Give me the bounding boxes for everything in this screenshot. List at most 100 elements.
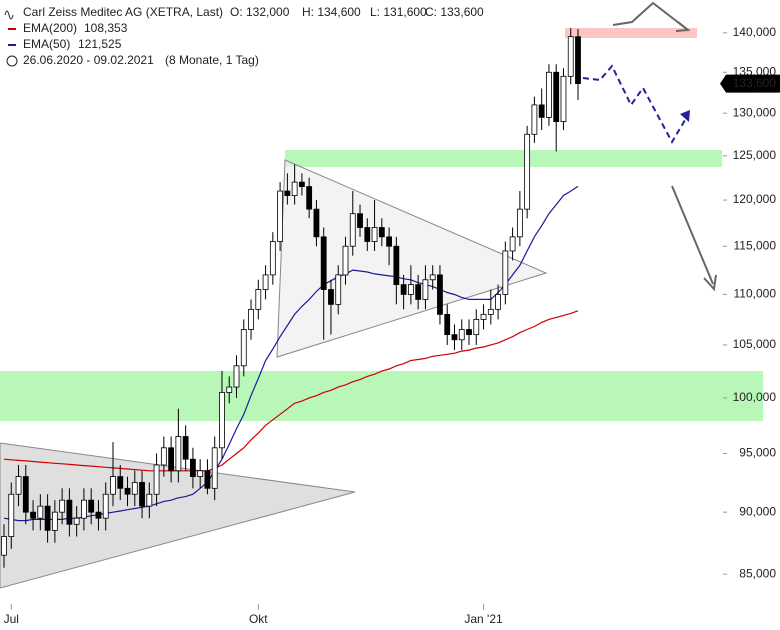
support-zone	[0, 371, 763, 421]
candle-body	[1, 536, 7, 556]
candle-body	[175, 436, 182, 472]
arrow-head	[703, 274, 717, 292]
candle-body	[298, 181, 305, 187]
candle-body	[95, 511, 102, 519]
arrow	[671, 185, 714, 285]
ohlc-label: L: 131,600	[370, 5, 427, 19]
candle-body	[357, 213, 363, 228]
candle-body	[8, 493, 15, 537]
candle-body	[342, 245, 349, 276]
candle-body	[204, 470, 211, 489]
candle-body	[531, 104, 538, 135]
candle-body	[197, 470, 204, 477]
candle-body	[22, 476, 29, 513]
candle-body	[378, 227, 385, 238]
candle-body	[219, 392, 225, 449]
candle-body	[538, 104, 545, 118]
candle-body	[480, 313, 487, 320]
candle-body	[407, 284, 414, 295]
candle-body	[168, 447, 175, 472]
arrows	[582, 1, 717, 292]
candle-body	[240, 329, 247, 367]
ohlc-label: O: 132,000	[230, 5, 290, 19]
candle-body	[313, 208, 320, 238]
candle-body	[400, 284, 407, 295]
candle-body	[255, 289, 262, 310]
y-tick-label: 85,000	[739, 566, 776, 580]
header: Carl Zeiss Meditec AG (XETRA, Last) O: 1…	[4, 5, 484, 67]
candle-body	[37, 505, 44, 519]
icon	[6, 55, 18, 67]
plot	[1, 28, 581, 568]
candle-body	[502, 250, 509, 295]
candle-body	[444, 313, 451, 336]
candle-body	[371, 227, 378, 242]
candle-body	[553, 71, 560, 122]
candle-body	[211, 447, 218, 489]
candle-body	[15, 476, 22, 495]
x-tick-label: Okt	[249, 612, 268, 626]
candle-body	[226, 386, 233, 393]
candle-body	[153, 464, 160, 495]
candle-body	[473, 318, 480, 336]
candle-body	[284, 190, 291, 196]
y-tick-label: 95,000	[739, 446, 776, 460]
candle-body	[335, 274, 342, 305]
candle-body	[30, 511, 36, 519]
candle-body	[546, 71, 552, 118]
candle-body	[349, 213, 356, 247]
candle-body	[320, 236, 327, 290]
candle-body	[429, 274, 436, 281]
candle-body	[386, 236, 392, 247]
candle-body	[364, 227, 371, 242]
y-tick-label: 120,000	[733, 192, 777, 206]
candle-body	[73, 517, 80, 525]
candle-body	[560, 75, 567, 122]
price-tag-label: 133,600	[733, 76, 777, 90]
resistance-zone	[285, 150, 722, 167]
y-tick-label: 125,000	[733, 148, 777, 162]
y-tick-label: 100,000	[733, 390, 777, 404]
legend-label: EMA(200)	[23, 21, 77, 35]
ema-line	[3, 310, 579, 472]
top-zone	[565, 28, 697, 38]
candle-body	[182, 436, 189, 460]
x-tick-label: Jul	[4, 612, 19, 626]
candle-body	[117, 476, 124, 489]
candle-body	[437, 274, 443, 315]
candle-body	[516, 208, 523, 238]
candle-body	[81, 499, 87, 519]
ohlc-label: C: 133,600	[425, 5, 484, 19]
x-tick-label: Jan '21	[464, 612, 503, 626]
icon	[4, 10, 14, 20]
candle-body	[509, 236, 516, 252]
candle-body	[328, 289, 334, 305]
candle-body	[458, 329, 465, 341]
candle-body	[146, 493, 153, 507]
candle-body	[131, 482, 138, 495]
date-range: 26.06.2020 - 09.02.2021	[23, 53, 154, 67]
y-tick-label: 130,000	[733, 105, 777, 119]
candle-body	[59, 499, 66, 513]
candle-body	[139, 482, 145, 507]
arrow	[612, 1, 689, 31]
candle-body	[415, 284, 422, 300]
candle-body	[466, 329, 472, 336]
y-tick-label: 115,000	[734, 238, 777, 252]
candle-body	[524, 133, 531, 210]
arrow-head	[680, 110, 690, 122]
candle-body	[88, 499, 95, 513]
candle-body	[124, 487, 131, 495]
candle-body	[291, 181, 298, 196]
candle-body	[575, 36, 581, 84]
y-tick-label: 140,000	[733, 25, 777, 39]
price-tag	[720, 74, 780, 93]
period: (8 Monate, 1 Tag)	[165, 53, 259, 67]
candle-body	[160, 447, 167, 466]
y-tick-label: 90,000	[739, 504, 776, 518]
candle-body	[51, 511, 58, 531]
y-tick-label: 105,000	[733, 337, 777, 351]
y-tick-label: 110,000	[734, 287, 777, 301]
candle-body	[393, 245, 400, 286]
